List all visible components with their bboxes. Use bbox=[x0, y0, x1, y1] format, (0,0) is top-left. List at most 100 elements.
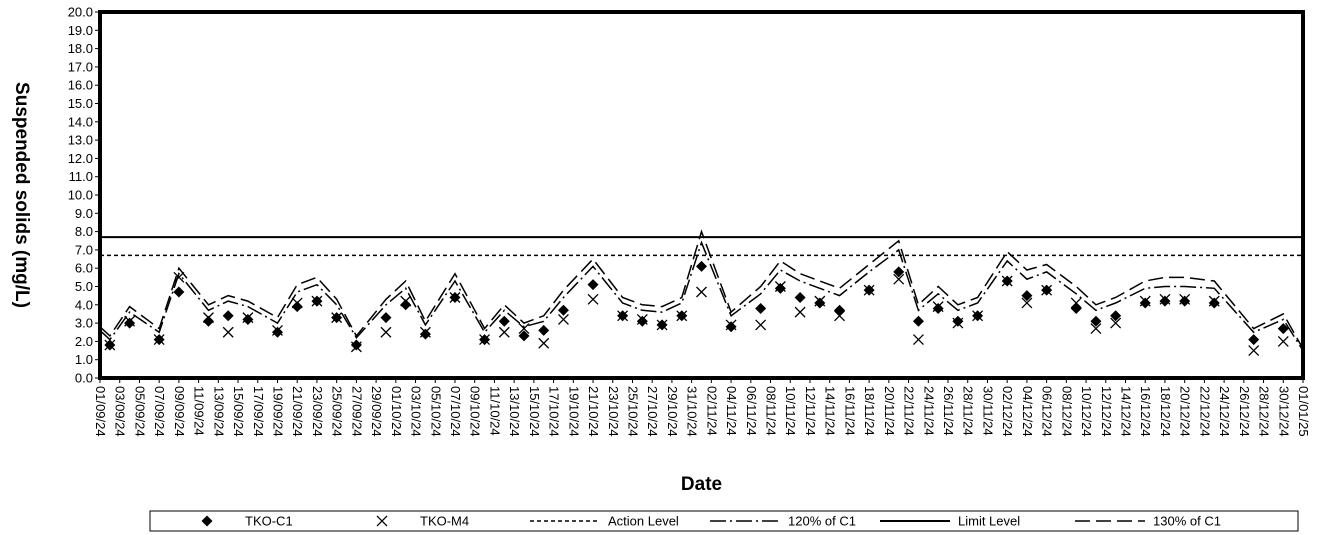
y-tick-label: 19.0 bbox=[68, 23, 93, 38]
tko-c1-point bbox=[1208, 297, 1220, 309]
x-tick-label: 12/11/24 bbox=[803, 386, 818, 436]
tko-c1-point bbox=[617, 310, 629, 322]
tko-m4-point bbox=[755, 319, 767, 331]
x-tick-label: 29/10/24 bbox=[665, 386, 680, 437]
x-tick-label: 14/11/24 bbox=[823, 386, 838, 436]
tko-c1-point bbox=[331, 312, 343, 324]
y-tick-label: 13.0 bbox=[68, 133, 93, 148]
x-tick-label: 01/01/25 bbox=[1296, 386, 1311, 437]
x-tick-label: 04/11/24 bbox=[724, 386, 739, 436]
tko-c1-point bbox=[271, 326, 283, 338]
y-tick-label: 2.0 bbox=[75, 334, 93, 349]
tko-c1-point bbox=[557, 304, 569, 316]
tko-c1-point bbox=[1139, 297, 1151, 309]
y-tick-label: 10.0 bbox=[68, 188, 93, 203]
tko-c1-point bbox=[656, 319, 668, 331]
tko-m4-point bbox=[912, 334, 924, 346]
x-tick-label: 19/10/24 bbox=[566, 386, 581, 437]
tko-c1-point bbox=[834, 304, 846, 316]
tko-c1-point bbox=[1248, 334, 1260, 346]
x-tick-label: 22/11/24 bbox=[902, 386, 917, 436]
x-tick-label: 14/12/24 bbox=[1119, 386, 1134, 437]
series-130-of-c1 bbox=[99, 229, 1304, 350]
x-tick-label: 02/12/24 bbox=[1000, 386, 1015, 437]
tko-c1-point bbox=[449, 291, 461, 303]
x-tick-label: 21/10/24 bbox=[586, 386, 601, 437]
x-tick-label: 03/10/24 bbox=[409, 386, 424, 437]
x-tick-label: 23/09/24 bbox=[310, 386, 325, 437]
x-tick-label: 10/12/24 bbox=[1079, 386, 1094, 437]
tko-c1-point bbox=[893, 266, 905, 278]
x-tick-label: 25/09/24 bbox=[330, 386, 345, 437]
x-axis-ticks: 01/09/24 03/09/24 05/09/24 07/09/24 09/09/24… bbox=[93, 378, 1311, 437]
x-tick-label: 24/11/24 bbox=[921, 386, 936, 436]
x-tick-label: 24/12/24 bbox=[1217, 386, 1232, 437]
tko-c1-point bbox=[104, 339, 116, 351]
tko-c1-point bbox=[202, 315, 214, 327]
tko-m4-point bbox=[518, 323, 530, 335]
x-tick-label: 08/11/24 bbox=[764, 386, 779, 436]
tko-m4-point bbox=[1248, 345, 1260, 357]
y-tick-label: 16.0 bbox=[68, 78, 93, 93]
y-tick-label: 12.0 bbox=[68, 151, 93, 166]
x-tick-label: 11/09/24 bbox=[192, 386, 207, 436]
tko-c1-point bbox=[1277, 323, 1289, 335]
tko-m4-point bbox=[794, 306, 806, 318]
series-tko-c1 bbox=[104, 260, 1289, 351]
y-tick-label: 14.0 bbox=[68, 114, 93, 129]
tko-c1-point bbox=[538, 324, 550, 336]
x-tick-label: 20/12/24 bbox=[1178, 386, 1193, 437]
legend-entry-tko-c1: TKO-C1 bbox=[201, 514, 293, 529]
x-tick-label: 28/11/24 bbox=[961, 386, 976, 436]
x-tick-label: 11/10/24 bbox=[487, 386, 502, 436]
tko-c1-point bbox=[242, 313, 254, 325]
y-tick-label: 18.0 bbox=[68, 41, 93, 56]
tko-c1-point bbox=[173, 286, 185, 298]
tko-c1-point bbox=[696, 260, 707, 272]
x-tick-label: 06/12/24 bbox=[1040, 386, 1055, 437]
x-tick-label: 13/09/24 bbox=[211, 386, 226, 437]
x-tick-label: 25/10/24 bbox=[625, 386, 640, 437]
y-tick-label: 17.0 bbox=[68, 59, 93, 74]
tko-c1-point bbox=[676, 310, 688, 322]
130-of-c1-line bbox=[99, 229, 1304, 350]
tko-c1-point bbox=[380, 312, 392, 324]
legend-label-tko-m4: TKO-M4 bbox=[420, 514, 469, 529]
tko-c1-point bbox=[774, 282, 786, 294]
tko-c1-point bbox=[1159, 295, 1171, 307]
tko-c1-point bbox=[498, 315, 510, 327]
x-tick-label: 19/09/24 bbox=[270, 386, 285, 437]
y-tick-label: 20.0 bbox=[68, 5, 93, 20]
tko-c1-point bbox=[912, 315, 924, 327]
tko-m4-point bbox=[1090, 323, 1102, 335]
tko-c1-point bbox=[972, 310, 984, 322]
x-tick-label: 02/11/24 bbox=[704, 386, 719, 436]
tko-c1-point bbox=[1021, 290, 1033, 302]
legend-entry-tko-m4: TKO-M4 bbox=[376, 514, 469, 529]
y-tick-label: 1.0 bbox=[75, 352, 93, 367]
legend-label-120-of-c1: 120% of C1 bbox=[788, 514, 856, 529]
x-tick-label: 27/10/24 bbox=[645, 386, 660, 437]
x-tick-label: 23/10/24 bbox=[606, 386, 621, 437]
x-tick-label: 26/12/24 bbox=[1237, 386, 1252, 437]
x-tick-label: 04/12/24 bbox=[1020, 386, 1035, 437]
x-tick-label: 03/09/24 bbox=[113, 386, 128, 437]
tko-c1-point bbox=[222, 310, 234, 322]
tko-m4-point bbox=[696, 286, 707, 298]
series-tko-m4 bbox=[104, 271, 1289, 357]
y-tick-label: 8.0 bbox=[75, 224, 93, 239]
x-tick-label: 08/12/24 bbox=[1059, 386, 1074, 437]
x-tick-label: 15/09/24 bbox=[231, 386, 246, 437]
tko-c1-point bbox=[932, 302, 944, 314]
y-tick-label: 9.0 bbox=[75, 206, 93, 221]
tko-c1-point bbox=[725, 321, 737, 333]
x-tick-label: 21/09/24 bbox=[290, 386, 305, 437]
tko-m4-point bbox=[498, 326, 510, 338]
tko-m4-point bbox=[587, 293, 599, 305]
tko-c1-point bbox=[1090, 315, 1102, 327]
x-tick-label: 17/09/24 bbox=[251, 386, 266, 437]
x-tick-label: 05/09/24 bbox=[132, 386, 147, 437]
x-tick-label: 26/11/24 bbox=[941, 386, 956, 436]
x-tick-label: 29/09/24 bbox=[369, 386, 384, 437]
tko-c1-point bbox=[518, 330, 530, 342]
